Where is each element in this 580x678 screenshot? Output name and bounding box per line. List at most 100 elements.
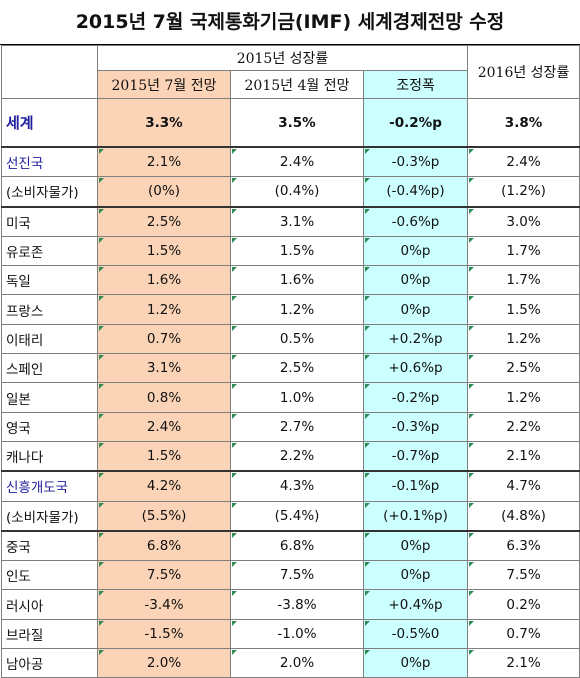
forecast-table: 2015년 성장률 2016년 성장률 2015년 7월 전망 2015년 4월… — [1, 45, 580, 678]
cell-marker-icon — [99, 237, 104, 243]
cell-apr-forecast: -3.8% — [230, 589, 364, 620]
cell-apr-forecast: 7.5% — [230, 560, 364, 591]
cell-marker-icon — [99, 442, 104, 448]
cell-marker-icon — [232, 562, 237, 568]
cell-adjustment-text: +0.6%p — [388, 360, 443, 377]
header-adjustment: 조정폭 — [362, 70, 469, 99]
row-label: 미국 — [1, 205, 98, 237]
table-row: 미국 2.5% 3.1% -0.6%p 3.0% — [1, 205, 580, 237]
row-label-text: (소비자물가) — [6, 185, 79, 202]
row-label: 남아공 — [1, 648, 98, 678]
cell-2016-growth-text: 3.8% — [504, 114, 543, 131]
cell-jul-forecast: 1.2% — [97, 294, 231, 325]
cell-apr-forecast: 1.2% — [230, 294, 364, 325]
cell-adjustment: -0.3%p — [362, 146, 469, 178]
cell-apr-forecast: 2.2% — [230, 440, 364, 472]
row-label-text: 선진국 — [6, 156, 44, 173]
cell-marker-icon — [232, 591, 237, 597]
row-label: 중국 — [1, 529, 98, 562]
cell-jul-forecast-text: 2.1% — [146, 154, 182, 171]
cell-marker-icon — [232, 149, 237, 154]
document: 2015년 7월 국제통화기금(IMF) 세계경제전망 수정 2015년 성장률… — [0, 11, 580, 678]
cell-jul-forecast-text: 3.1% — [146, 360, 182, 377]
cell-jul-forecast: -1.5% — [97, 618, 231, 650]
cell-marker-icon — [365, 208, 370, 214]
cell-adjustment-text: -0.2%p — [389, 114, 442, 131]
cell-marker-icon — [365, 650, 370, 656]
cell-2016-growth: 2.5% — [467, 353, 580, 384]
cell-apr-forecast-text: -3.8% — [277, 596, 317, 613]
cell-marker-icon — [469, 532, 475, 538]
row-label: (소비자물가) — [1, 176, 98, 208]
cell-adjustment-text: -0.5%0 — [391, 625, 440, 642]
cell-jul-forecast: 2.0% — [97, 648, 231, 678]
cell-apr-forecast: 4.3% — [230, 470, 364, 502]
cell-marker-icon — [232, 620, 237, 626]
table-row: 일본 0.8% 1.0% -0.2%p 1.2% — [1, 382, 580, 413]
cell-marker-icon — [365, 620, 370, 626]
cell-marker-icon — [469, 620, 475, 626]
cell-apr-forecast: 1.0% — [230, 382, 364, 413]
cell-jul-forecast-text: (0%) — [148, 183, 180, 200]
cell-apr-forecast-text: 2.0% — [279, 655, 315, 672]
cell-adjustment: 0%p — [362, 560, 469, 591]
cell-marker-icon — [232, 650, 237, 656]
cell-jul-forecast-text: 3.3% — [145, 114, 183, 131]
cell-marker-icon — [469, 384, 475, 390]
cell-2016-growth: 2.2% — [467, 411, 580, 442]
row-label-text: 중국 — [6, 540, 31, 556]
row-label-text: 러시아 — [6, 598, 44, 615]
cell-2016-growth: 1.7% — [467, 235, 580, 267]
cell-2016-growth: 1.2% — [467, 382, 580, 413]
cell-marker-icon — [99, 413, 104, 419]
table-row: 세계 3.3% 3.5% -0.2%p 3.8% — [1, 98, 580, 148]
header-2016-growth: 2016년 성장률 — [467, 45, 580, 99]
cell-apr-forecast: (5.4%) — [230, 500, 364, 532]
cell-2016-growth: 3.8% — [467, 98, 580, 148]
table-row: 선진국 2.1% 2.4% -0.3%p 2.4% — [1, 146, 580, 178]
cell-marker-icon — [99, 208, 104, 214]
table-row: 남아공 2.0% 2.0% 0%p 2.1% — [1, 648, 580, 678]
cell-apr-forecast-text: 3.1% — [279, 213, 315, 230]
cell-adjustment-text: -0.1%p — [391, 478, 440, 495]
cell-adjustment-text: 0%p — [400, 567, 431, 584]
cell-marker-icon — [365, 502, 370, 508]
cell-apr-forecast-text: 2.2% — [279, 448, 315, 465]
cell-adjustment: -0.2%p — [362, 382, 469, 413]
cell-adjustment: -0.6%p — [362, 205, 469, 237]
cell-2016-growth-text: 2.5% — [506, 360, 541, 377]
cell-jul-forecast: 3.1% — [97, 353, 231, 384]
row-label-text: 신흥개도국 — [6, 480, 69, 497]
cell-apr-forecast: 2.4% — [230, 146, 364, 178]
cell-2016-growth: 6.3% — [467, 529, 580, 562]
cell-marker-icon — [99, 502, 104, 508]
row-label: 세계 — [1, 98, 98, 148]
cell-adjustment: -0.3%p — [362, 411, 469, 442]
row-label: 유로존 — [1, 235, 98, 267]
cell-apr-forecast: 3.5% — [230, 98, 364, 148]
cell-2016-growth-text: 1.7% — [506, 272, 541, 289]
row-label: 일본 — [1, 382, 98, 413]
table-row: 인도 7.5% 7.5% 0%p 7.5% — [1, 560, 580, 591]
cell-apr-forecast-text: (0.4%) — [274, 183, 320, 200]
cell-adjustment: -0.1%p — [362, 470, 469, 502]
row-label-text: 남아공 — [6, 657, 44, 674]
cell-marker-icon — [99, 532, 104, 538]
cell-jul-forecast-text: 6.8% — [146, 538, 182, 554]
row-label-text: 독일 — [6, 274, 31, 291]
cell-apr-forecast-text: -1.0% — [277, 625, 317, 642]
cell-marker-icon — [232, 237, 237, 243]
table-row: (소비자물가) (5.5%) (5.4%) (+0.1%p) (4.8%) — [1, 500, 580, 532]
cell-marker-icon — [365, 325, 370, 331]
cell-adjustment: 0%p — [362, 648, 469, 678]
cell-jul-forecast: 2.5% — [97, 205, 231, 237]
cell-apr-forecast-text: 1.2% — [279, 301, 315, 318]
cell-2016-growth: 0.7% — [467, 618, 580, 650]
cell-jul-forecast-text: -1.5% — [144, 625, 184, 642]
cell-apr-forecast-text: 2.4% — [279, 154, 315, 171]
header-blank — [1, 45, 98, 99]
cell-adjustment-text: 0%p — [400, 655, 431, 672]
table-row: 캐나다 1.5% 2.2% -0.7%p 2.1% — [1, 440, 580, 472]
cell-marker-icon — [469, 237, 475, 243]
cell-apr-forecast: 2.7% — [230, 411, 364, 442]
